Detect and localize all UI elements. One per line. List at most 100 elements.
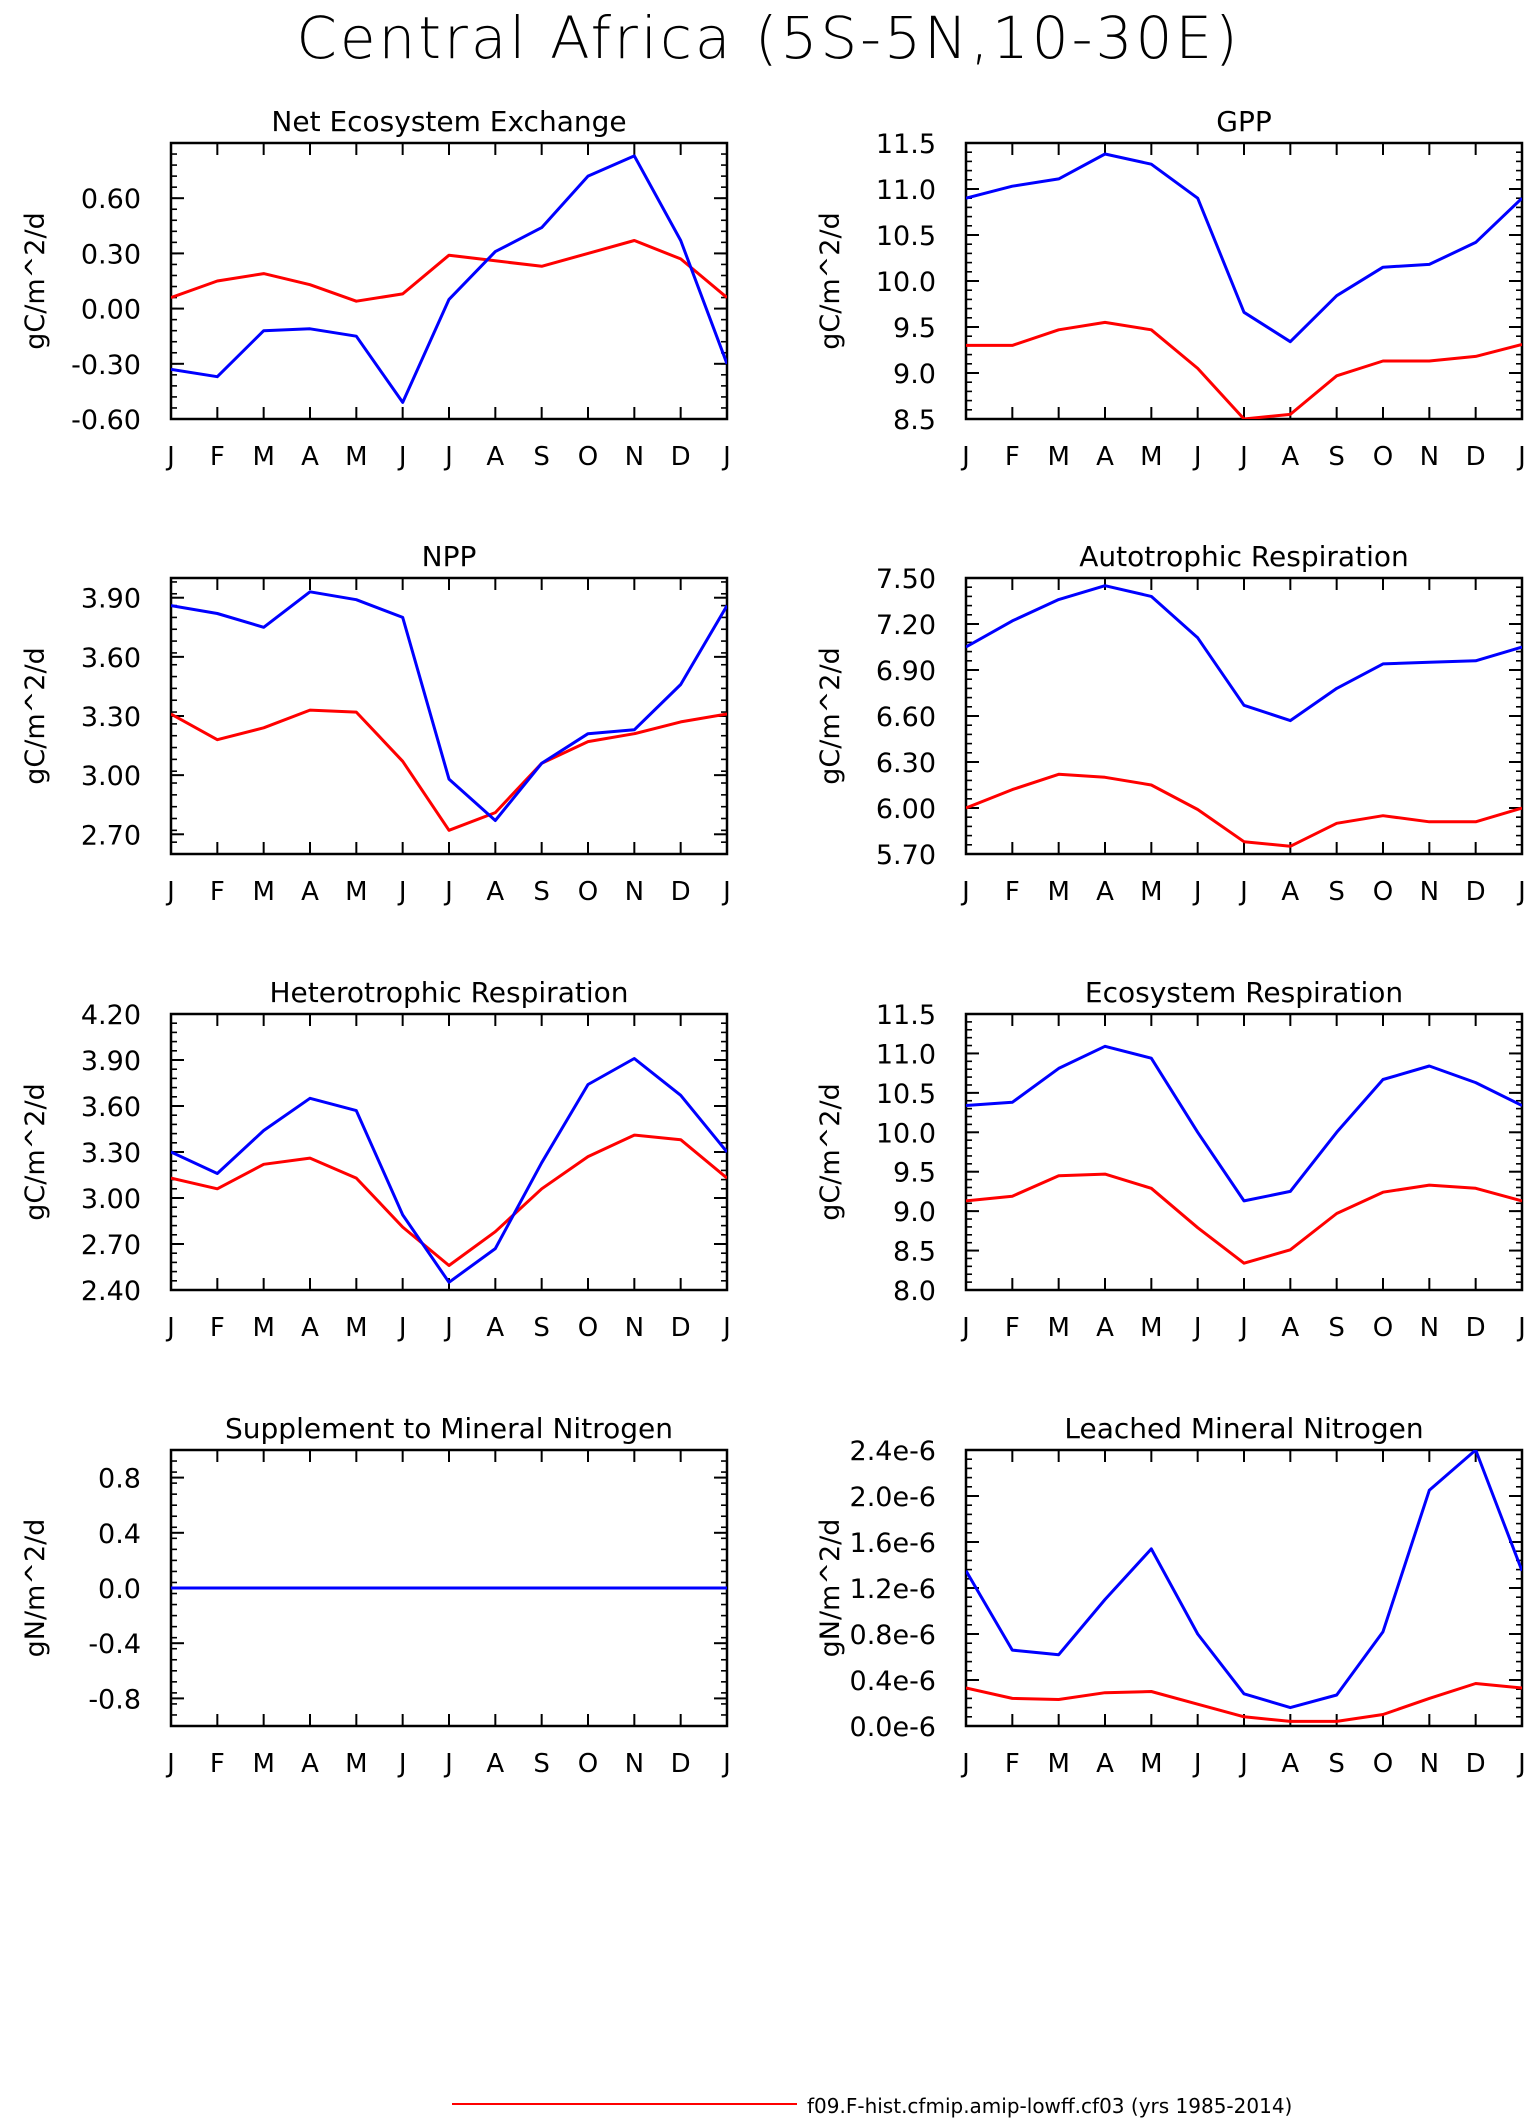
- x-tick-label: S: [533, 1313, 550, 1343]
- x-tick-label: J: [1516, 1313, 1526, 1343]
- x-tick-label: J: [721, 1313, 731, 1343]
- y-tick-label: 7.20: [876, 610, 936, 641]
- x-tick-label: M: [345, 877, 367, 907]
- x-tick-label: J: [960, 877, 970, 907]
- x-tick-label: J: [443, 1749, 453, 1779]
- x-tick-label: D: [1466, 442, 1486, 472]
- x-tick-label: F: [1005, 877, 1020, 907]
- series-line-blue: [171, 154, 727, 404]
- y-tick-label: 2.70: [81, 820, 141, 851]
- y-tick-label: 9.0: [893, 1197, 936, 1228]
- x-tick-label: A: [301, 442, 319, 472]
- y-axis-label: gC/m^2/d: [815, 1083, 846, 1220]
- x-tick-label: M: [1140, 877, 1162, 907]
- panel-title: GPP: [1216, 105, 1271, 138]
- x-tick-label: N: [625, 442, 644, 472]
- y-tick-label: 3.00: [81, 761, 141, 792]
- x-tick-label: J: [397, 1313, 407, 1343]
- panel-title: NPP: [422, 540, 477, 573]
- x-tick-label: D: [671, 1749, 691, 1779]
- x-tick-label: J: [1192, 1313, 1202, 1343]
- x-tick-label: O: [578, 1313, 598, 1343]
- x-tick-label: M: [1140, 1313, 1162, 1343]
- panel-title: Autotrophic Respiration: [1079, 540, 1408, 573]
- y-axis-label: gC/m^2/d: [20, 647, 51, 784]
- x-tick-label: J: [1238, 1749, 1248, 1779]
- y-tick-label: 10.5: [876, 1079, 936, 1110]
- x-tick-label: J: [443, 877, 453, 907]
- x-tick-label: O: [1373, 877, 1393, 907]
- x-tick-label: A: [1096, 442, 1114, 472]
- series-line-blue: [171, 590, 727, 822]
- y-tick-label: -0.8: [88, 1684, 141, 1715]
- y-tick-label: -0.60: [71, 405, 141, 436]
- x-tick-label: M: [252, 442, 274, 472]
- x-tick-label: J: [165, 1313, 175, 1343]
- x-tick-label: J: [1516, 442, 1526, 472]
- x-tick-label: J: [960, 442, 970, 472]
- x-tick-label: M: [345, 442, 367, 472]
- x-tick-label: A: [1096, 877, 1114, 907]
- y-axis-label: gC/m^2/d: [815, 647, 846, 784]
- x-tick-label: M: [1047, 442, 1069, 472]
- y-tick-label: 2.0e-6: [850, 1482, 936, 1513]
- x-tick-label: J: [1192, 1749, 1202, 1779]
- x-tick-label: S: [1328, 1313, 1345, 1343]
- x-tick-label: A: [301, 1749, 319, 1779]
- x-tick-label: J: [1516, 877, 1526, 907]
- x-tick-label: J: [1516, 1749, 1526, 1779]
- x-tick-label: S: [1328, 1749, 1345, 1779]
- y-tick-label: 6.90: [876, 656, 936, 687]
- x-tick-label: J: [721, 877, 731, 907]
- x-tick-label: D: [1466, 1749, 1486, 1779]
- x-tick-label: A: [1281, 1749, 1299, 1779]
- y-tick-label: 6.00: [876, 794, 936, 825]
- y-tick-label: 9.5: [893, 1158, 936, 1189]
- y-tick-label: 11.0: [876, 1039, 936, 1070]
- x-tick-label: F: [1005, 1749, 1020, 1779]
- x-tick-label: N: [625, 877, 644, 907]
- x-tick-label: F: [210, 1313, 225, 1343]
- x-tick-label: A: [1281, 1313, 1299, 1343]
- x-tick-label: J: [165, 442, 175, 472]
- y-tick-label: 6.60: [876, 702, 936, 733]
- y-tick-label: 11.5: [876, 1000, 936, 1031]
- x-tick-label: A: [1281, 877, 1299, 907]
- x-tick-label: J: [721, 442, 731, 472]
- x-tick-label: A: [486, 442, 504, 472]
- series-line-red: [966, 1682, 1522, 1723]
- x-tick-label: S: [533, 1749, 550, 1779]
- x-tick-label: S: [533, 442, 550, 472]
- y-tick-label: 0.00: [81, 295, 141, 326]
- panel-title: Supplement to Mineral Nitrogen: [225, 1412, 673, 1445]
- x-tick-label: A: [486, 1749, 504, 1779]
- x-tick-label: J: [397, 1749, 407, 1779]
- y-tick-label: 9.5: [893, 313, 936, 344]
- y-tick-label: 2.4e-6: [850, 1436, 936, 1467]
- series-line-red: [171, 1133, 727, 1267]
- series-line-red: [171, 708, 727, 832]
- x-tick-label: S: [1328, 442, 1345, 472]
- y-tick-label: 5.70: [876, 840, 936, 871]
- x-tick-label: J: [397, 877, 407, 907]
- x-tick-label: J: [1238, 877, 1248, 907]
- x-tick-label: M: [252, 877, 274, 907]
- legend-line-swatch: [452, 2103, 797, 2105]
- y-axis-label: gC/m^2/d: [815, 212, 846, 349]
- x-tick-label: O: [1373, 442, 1393, 472]
- y-tick-label: 3.60: [81, 1092, 141, 1123]
- series-line-blue: [966, 152, 1522, 344]
- y-tick-label: 0.4: [98, 1519, 141, 1550]
- x-tick-label: J: [397, 442, 407, 472]
- y-axis-label: gN/m^2/d: [20, 1519, 51, 1658]
- x-tick-label: O: [578, 877, 598, 907]
- x-tick-label: M: [1140, 1749, 1162, 1779]
- y-tick-label: 3.00: [81, 1184, 141, 1215]
- y-tick-label: 10.5: [876, 221, 936, 252]
- y-tick-label: 3.30: [81, 1138, 141, 1169]
- x-tick-label: J: [960, 1749, 970, 1779]
- x-tick-label: F: [1005, 1313, 1020, 1343]
